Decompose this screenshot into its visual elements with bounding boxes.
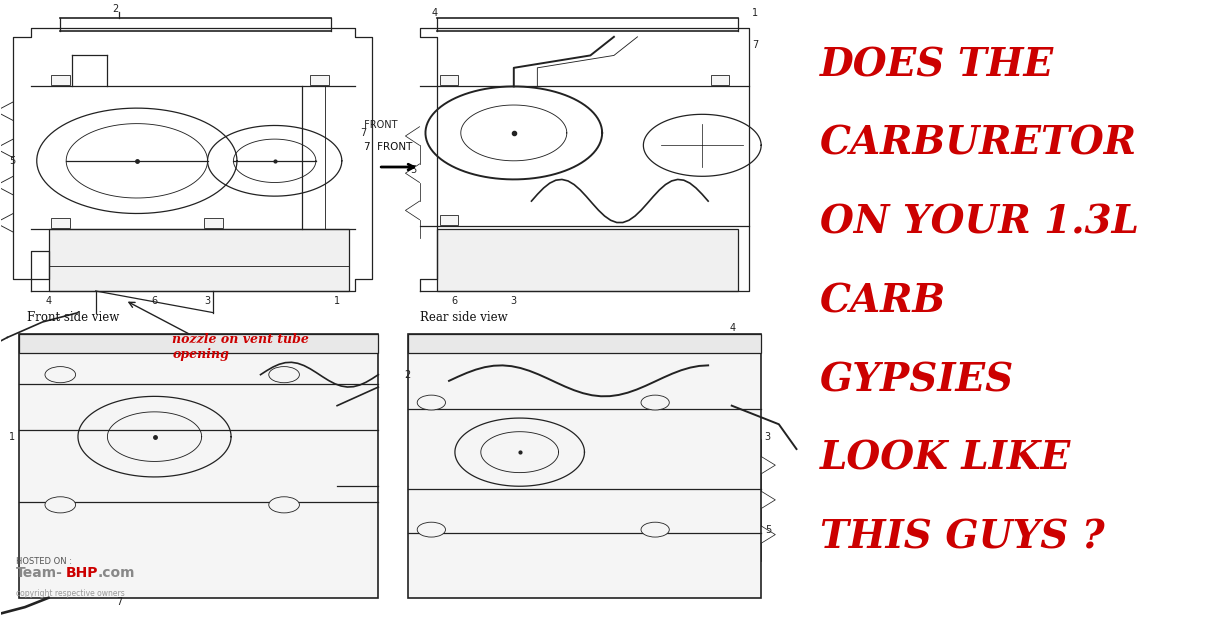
Text: DOES THE: DOES THE bbox=[820, 46, 1054, 84]
Text: GYPSIES: GYPSIES bbox=[820, 361, 1014, 399]
Bar bbox=[51, 76, 69, 85]
Circle shape bbox=[45, 367, 75, 383]
Circle shape bbox=[269, 367, 300, 383]
Text: CARBURETOR: CARBURETOR bbox=[820, 125, 1137, 163]
Text: ON YOUR 1.3L: ON YOUR 1.3L bbox=[820, 203, 1139, 241]
Text: Team-: Team- bbox=[16, 567, 62, 580]
Text: copyright respective owners: copyright respective owners bbox=[16, 589, 124, 598]
Bar bbox=[437, 229, 738, 291]
Bar bbox=[711, 76, 729, 85]
Text: 2: 2 bbox=[404, 369, 410, 379]
Text: 6: 6 bbox=[451, 296, 459, 306]
Text: 1: 1 bbox=[334, 296, 340, 306]
Bar bbox=[19, 334, 378, 598]
Bar bbox=[408, 334, 762, 598]
Text: THIS GUYS ?: THIS GUYS ? bbox=[820, 519, 1105, 557]
Bar bbox=[204, 218, 223, 228]
Text: .com: .com bbox=[98, 567, 136, 580]
Text: 7: 7 bbox=[116, 597, 123, 607]
Bar bbox=[408, 334, 762, 353]
Text: 5: 5 bbox=[764, 525, 771, 535]
Text: BHP: BHP bbox=[67, 567, 98, 580]
Text: 4: 4 bbox=[729, 323, 735, 333]
Circle shape bbox=[640, 522, 670, 537]
Text: 4: 4 bbox=[432, 8, 438, 18]
Bar bbox=[19, 334, 378, 353]
Text: 7: 7 bbox=[752, 40, 758, 50]
Text: 7  FRONT: 7 FRONT bbox=[364, 142, 412, 152]
Text: 4: 4 bbox=[45, 296, 52, 306]
Text: 1: 1 bbox=[752, 8, 758, 18]
Text: 1: 1 bbox=[10, 432, 16, 442]
Text: 6: 6 bbox=[152, 296, 158, 306]
Text: nozzle on vent tube
opening: nozzle on vent tube opening bbox=[172, 333, 309, 361]
Circle shape bbox=[417, 395, 445, 410]
Text: CARB: CARB bbox=[820, 282, 946, 320]
Text: 5: 5 bbox=[10, 156, 16, 166]
Text: Rear side view: Rear side view bbox=[420, 311, 507, 324]
Bar bbox=[439, 215, 459, 225]
Circle shape bbox=[269, 497, 300, 513]
Text: 3: 3 bbox=[511, 296, 517, 306]
Text: HOSTED ON :: HOSTED ON : bbox=[16, 557, 72, 565]
Text: LOOK LIKE: LOOK LIKE bbox=[820, 440, 1071, 478]
Bar bbox=[49, 229, 349, 291]
Circle shape bbox=[640, 395, 670, 410]
Text: Front side view: Front side view bbox=[28, 311, 120, 324]
Bar bbox=[439, 76, 459, 85]
Text: 2: 2 bbox=[113, 4, 119, 14]
Circle shape bbox=[45, 497, 75, 513]
Text: FRONT: FRONT bbox=[360, 120, 397, 130]
Text: 7: 7 bbox=[360, 128, 366, 138]
Bar bbox=[51, 218, 69, 228]
Circle shape bbox=[417, 522, 445, 537]
Text: 5: 5 bbox=[410, 165, 416, 175]
Text: 3: 3 bbox=[764, 432, 770, 442]
Text: 3: 3 bbox=[205, 296, 211, 306]
Bar bbox=[311, 76, 329, 85]
